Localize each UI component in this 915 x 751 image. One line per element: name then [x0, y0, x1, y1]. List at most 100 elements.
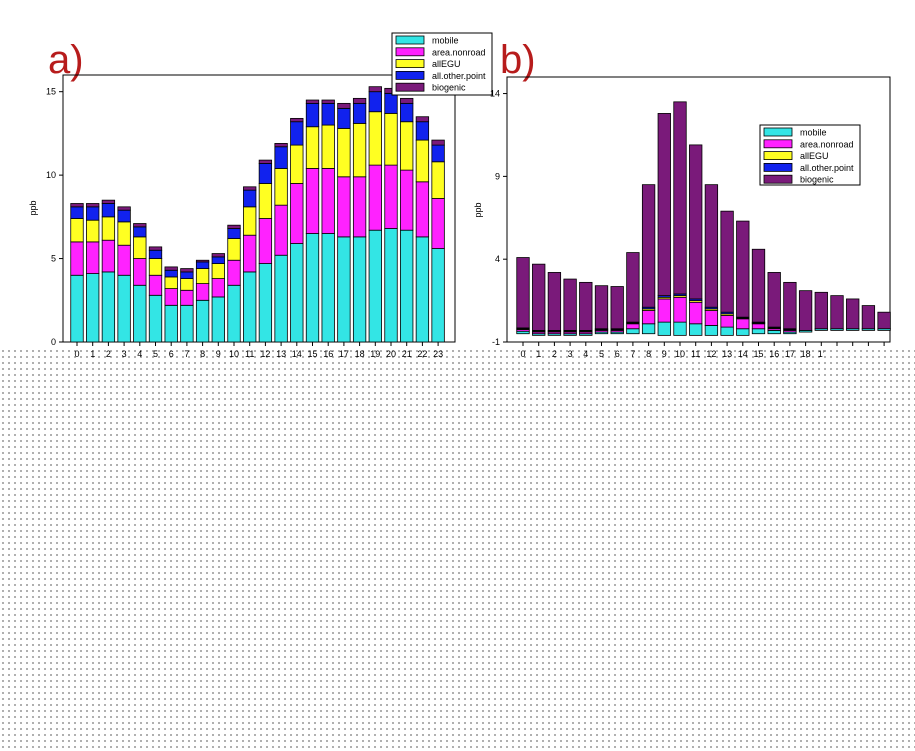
bar-biogenic-3	[563, 278, 577, 331]
legend-swatch-biogenic	[395, 82, 425, 92]
legend-swatch-mobile	[395, 35, 425, 45]
bar-biogenic-2	[547, 272, 562, 331]
bar-all-other-point-15	[305, 102, 320, 128]
x-tick-label: 3	[568, 349, 573, 359]
bar-mobile-17	[337, 236, 351, 343]
bar-area-nonroad-0	[70, 241, 84, 276]
bar-biogenic-21	[846, 298, 860, 330]
bar-all-other-point-9	[211, 256, 225, 264]
bar-mobile-23	[431, 248, 445, 343]
bar-mobile-3	[117, 274, 131, 343]
bar-mobile-15	[305, 233, 320, 343]
x-tick-label: 19	[370, 349, 380, 359]
bar-mobile-19	[368, 229, 382, 343]
bar-allEGU-21	[400, 121, 414, 171]
bar-mobile-16	[321, 233, 335, 343]
bar-area-nonroad-1	[86, 241, 100, 274]
x-tick-label: 5	[153, 349, 158, 359]
x-tick-label: 8	[646, 349, 651, 359]
bar-biogenic-21	[400, 97, 414, 104]
bar-biogenic-0	[70, 203, 84, 208]
bar-biogenic-20	[830, 295, 844, 330]
bar-mobile-0	[70, 274, 84, 343]
bar-biogenic-7	[180, 268, 194, 273]
legend-swatch-allEGU	[395, 59, 425, 68]
bar-area-nonroad-8	[195, 283, 210, 301]
bar-allEGU-13	[274, 168, 288, 206]
bar-biogenic-3	[117, 206, 131, 211]
x-tick-label: 6	[169, 349, 174, 359]
bar-biogenic-14	[736, 220, 750, 318]
legend-label-all-other-point: all.other.point	[432, 71, 486, 81]
bar-area-nonroad-5	[148, 274, 163, 296]
legend-swatch-all-other-point	[763, 162, 793, 172]
bar-area-nonroad-10	[227, 259, 241, 286]
bar-area-nonroad-16	[321, 168, 335, 234]
bar-area-nonroad-18	[352, 176, 367, 238]
y-tick-label: 15	[46, 87, 56, 97]
bar-mobile-8	[641, 323, 656, 335]
bar-all-other-point-20	[384, 92, 398, 114]
bar-all-other-point-7	[180, 271, 194, 279]
bar-area-nonroad-7	[626, 323, 640, 330]
bar-allEGU-23	[431, 161, 445, 199]
bar-area-nonroad-17	[337, 176, 351, 238]
x-tick-label: 1	[90, 349, 95, 359]
x-tick-label: 7	[184, 349, 189, 359]
bar-all-other-point-23	[431, 144, 445, 163]
bar-mobile-7	[180, 304, 194, 343]
bar-all-other-point-22	[415, 121, 430, 141]
bar-biogenic-15	[305, 99, 320, 104]
bar-area-nonroad-14	[290, 183, 304, 244]
bar-mobile-14	[736, 328, 750, 336]
y-tick-label: 0	[51, 337, 56, 347]
legend-label-all-other-point: all.other.point	[800, 163, 854, 173]
bar-mobile-1	[86, 273, 100, 343]
bar-biogenic-10	[227, 224, 241, 229]
bar-mobile-22	[415, 236, 430, 343]
bar-area-nonroad-14	[736, 318, 750, 330]
bar-area-nonroad-19	[368, 164, 382, 231]
bar-area-nonroad-11	[243, 234, 257, 273]
bar-biogenic-10	[673, 101, 687, 295]
bar-allEGU-15	[305, 126, 320, 169]
bar-biogenic-22	[861, 305, 876, 330]
x-tick-label: 14	[292, 349, 302, 359]
bar-biogenic-9	[657, 113, 671, 297]
bar-biogenic-9	[211, 253, 225, 258]
bar-all-other-point-19	[368, 91, 382, 113]
x-tick-label: 23	[433, 349, 443, 359]
x-tick-label: 18	[801, 349, 811, 359]
bar-all-other-point-16	[321, 102, 335, 126]
bar-all-other-point-5	[148, 249, 163, 259]
x-tick-label: 12	[706, 349, 716, 359]
y-axis-label: ppb	[473, 202, 483, 217]
bar-allEGU-19	[368, 111, 382, 166]
bar-area-nonroad-9	[211, 278, 225, 298]
bar-mobile-12	[258, 263, 273, 343]
bar-all-other-point-21	[400, 102, 414, 123]
bar-area-nonroad-23	[431, 198, 445, 249]
bar-area-nonroad-21	[400, 169, 414, 231]
x-tick-label: 17	[339, 349, 349, 359]
bar-all-other-point-6	[164, 269, 178, 278]
bar-area-nonroad-11	[689, 301, 703, 325]
bar-mobile-4	[133, 284, 147, 343]
bar-all-other-point-3	[117, 209, 131, 223]
bar-mobile-7	[626, 328, 640, 335]
bar-allEGU-18	[352, 122, 367, 178]
legend-label-mobile: mobile	[432, 36, 459, 46]
bar-allEGU-12	[258, 183, 273, 219]
x-tick-label: 1’	[818, 349, 825, 359]
legend-label-mobile: mobile	[800, 128, 827, 138]
bar-mobile-12	[704, 325, 719, 336]
bar-area-nonroad-15	[751, 323, 766, 330]
x-tick-label: 16	[323, 349, 333, 359]
y-tick-label: 5	[51, 254, 56, 264]
bar-area-nonroad-6	[164, 288, 178, 306]
bar-biogenic-5	[594, 285, 609, 330]
bar-biogenic-6	[164, 266, 178, 271]
